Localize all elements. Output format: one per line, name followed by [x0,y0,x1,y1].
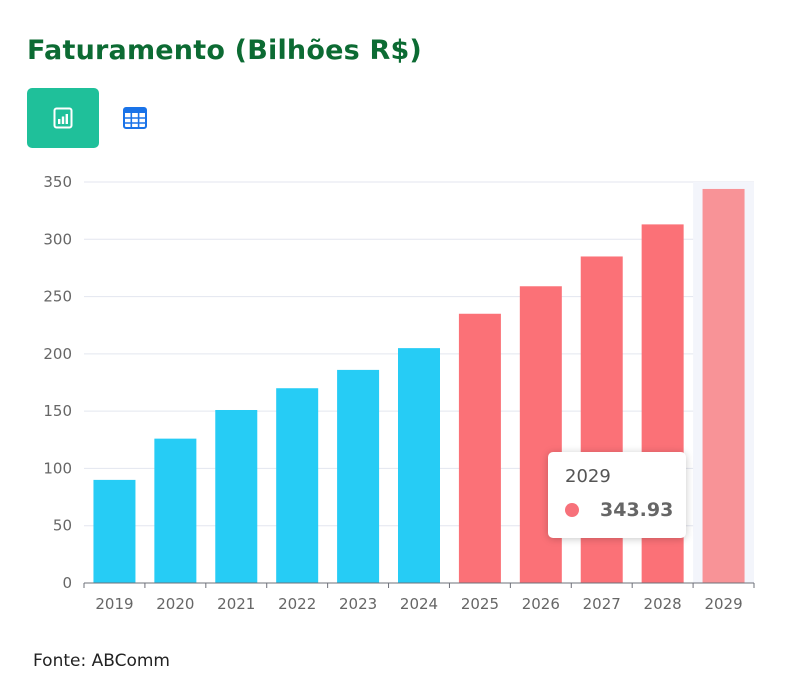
bar-chart-svg: 0 50 100 150 200 250 300 350 2019 2020 2021 2022 202… [43,173,755,613]
tooltip-value: 343.93 [600,499,674,521]
y-tick-label: 100 [43,459,72,477]
bar [702,188,745,584]
y-tick-label: 350 [43,173,72,191]
source-note: Fonte: ABComm [33,651,170,671]
x-tick-label: 2020 [156,595,194,613]
bar [154,438,197,583]
x-tick-label: 2024 [400,595,438,613]
x-tick-label: 2026 [522,595,560,613]
bar [398,348,440,583]
bar-chart-icon [53,107,73,129]
y-tick-label: 0 [62,574,72,592]
x-tick-label: 2028 [644,595,682,613]
bar [276,388,319,583]
x-tick-label: 2019 [95,595,133,613]
y-tick-label: 150 [43,402,72,420]
x-tick-label: 2022 [278,595,316,613]
y-tick-label: 200 [43,345,72,363]
bar [519,286,562,583]
tooltip-category: 2029 [565,466,611,487]
view-toggle [27,88,165,148]
x-tick-label: 2025 [461,595,499,613]
chart-tooltip: 2029 343.93 [548,452,686,538]
tooltip-series-dot [565,503,579,517]
y-tick-label: 300 [43,230,72,248]
bar-chart: 0 50 100 150 200 250 300 350 2019 2020 2021 2022 202… [0,160,801,620]
bar [458,313,501,583]
table-grid-icon [123,107,147,129]
chart-view-button[interactable] [27,88,99,148]
tooltip-row: 343.93 [565,499,686,521]
y-tick-label: 50 [53,517,72,535]
bar [215,409,258,583]
bar [337,369,380,583]
table-view-button[interactable] [105,88,165,148]
chart-title: Faturamento (Bilhões R$) [27,35,422,66]
y-tick-label: 250 [43,288,72,306]
x-tick-label: 2021 [217,595,255,613]
x-tick-label: 2023 [339,595,377,613]
x-tick-label: 2027 [583,595,621,613]
x-tick-label: 2029 [704,595,742,613]
bar [93,479,136,583]
